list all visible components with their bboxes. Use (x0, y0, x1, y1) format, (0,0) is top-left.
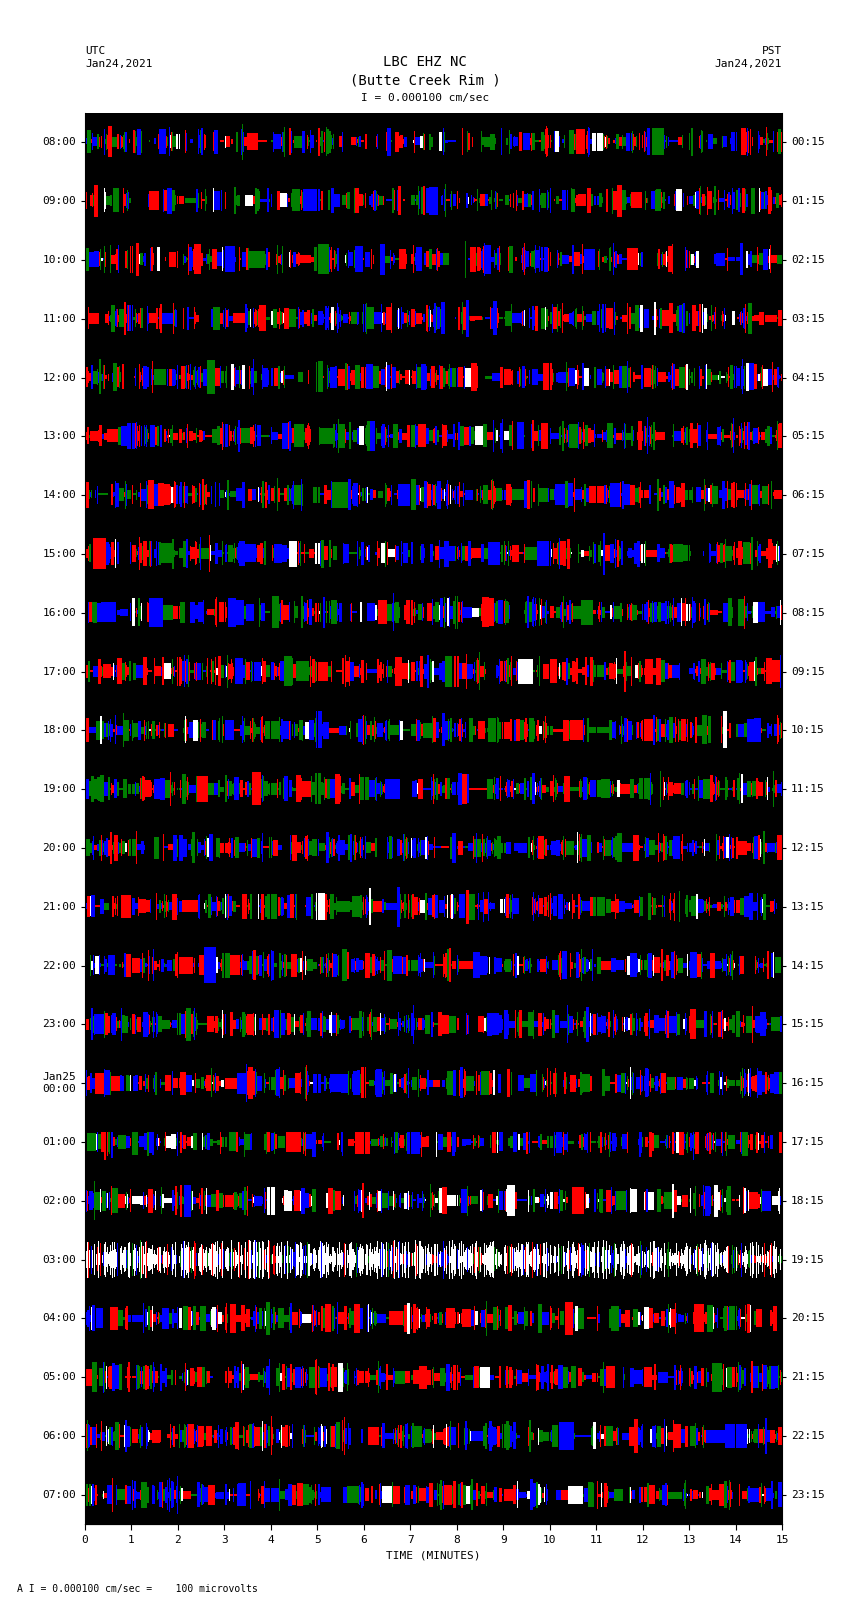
X-axis label: TIME (MINUTES): TIME (MINUTES) (386, 1550, 481, 1560)
Text: UTC: UTC (85, 47, 105, 56)
Text: PST: PST (762, 47, 782, 56)
Text: (Butte Creek Rim ): (Butte Creek Rim ) (349, 73, 501, 87)
Text: A I = 0.000100 cm/sec =    100 microvolts: A I = 0.000100 cm/sec = 100 microvolts (17, 1584, 258, 1594)
Text: LBC EHZ NC: LBC EHZ NC (383, 55, 467, 69)
Text: Jan24,2021: Jan24,2021 (715, 60, 782, 69)
Text: Jan24,2021: Jan24,2021 (85, 60, 152, 69)
Text: I = 0.000100 cm/sec: I = 0.000100 cm/sec (361, 94, 489, 103)
